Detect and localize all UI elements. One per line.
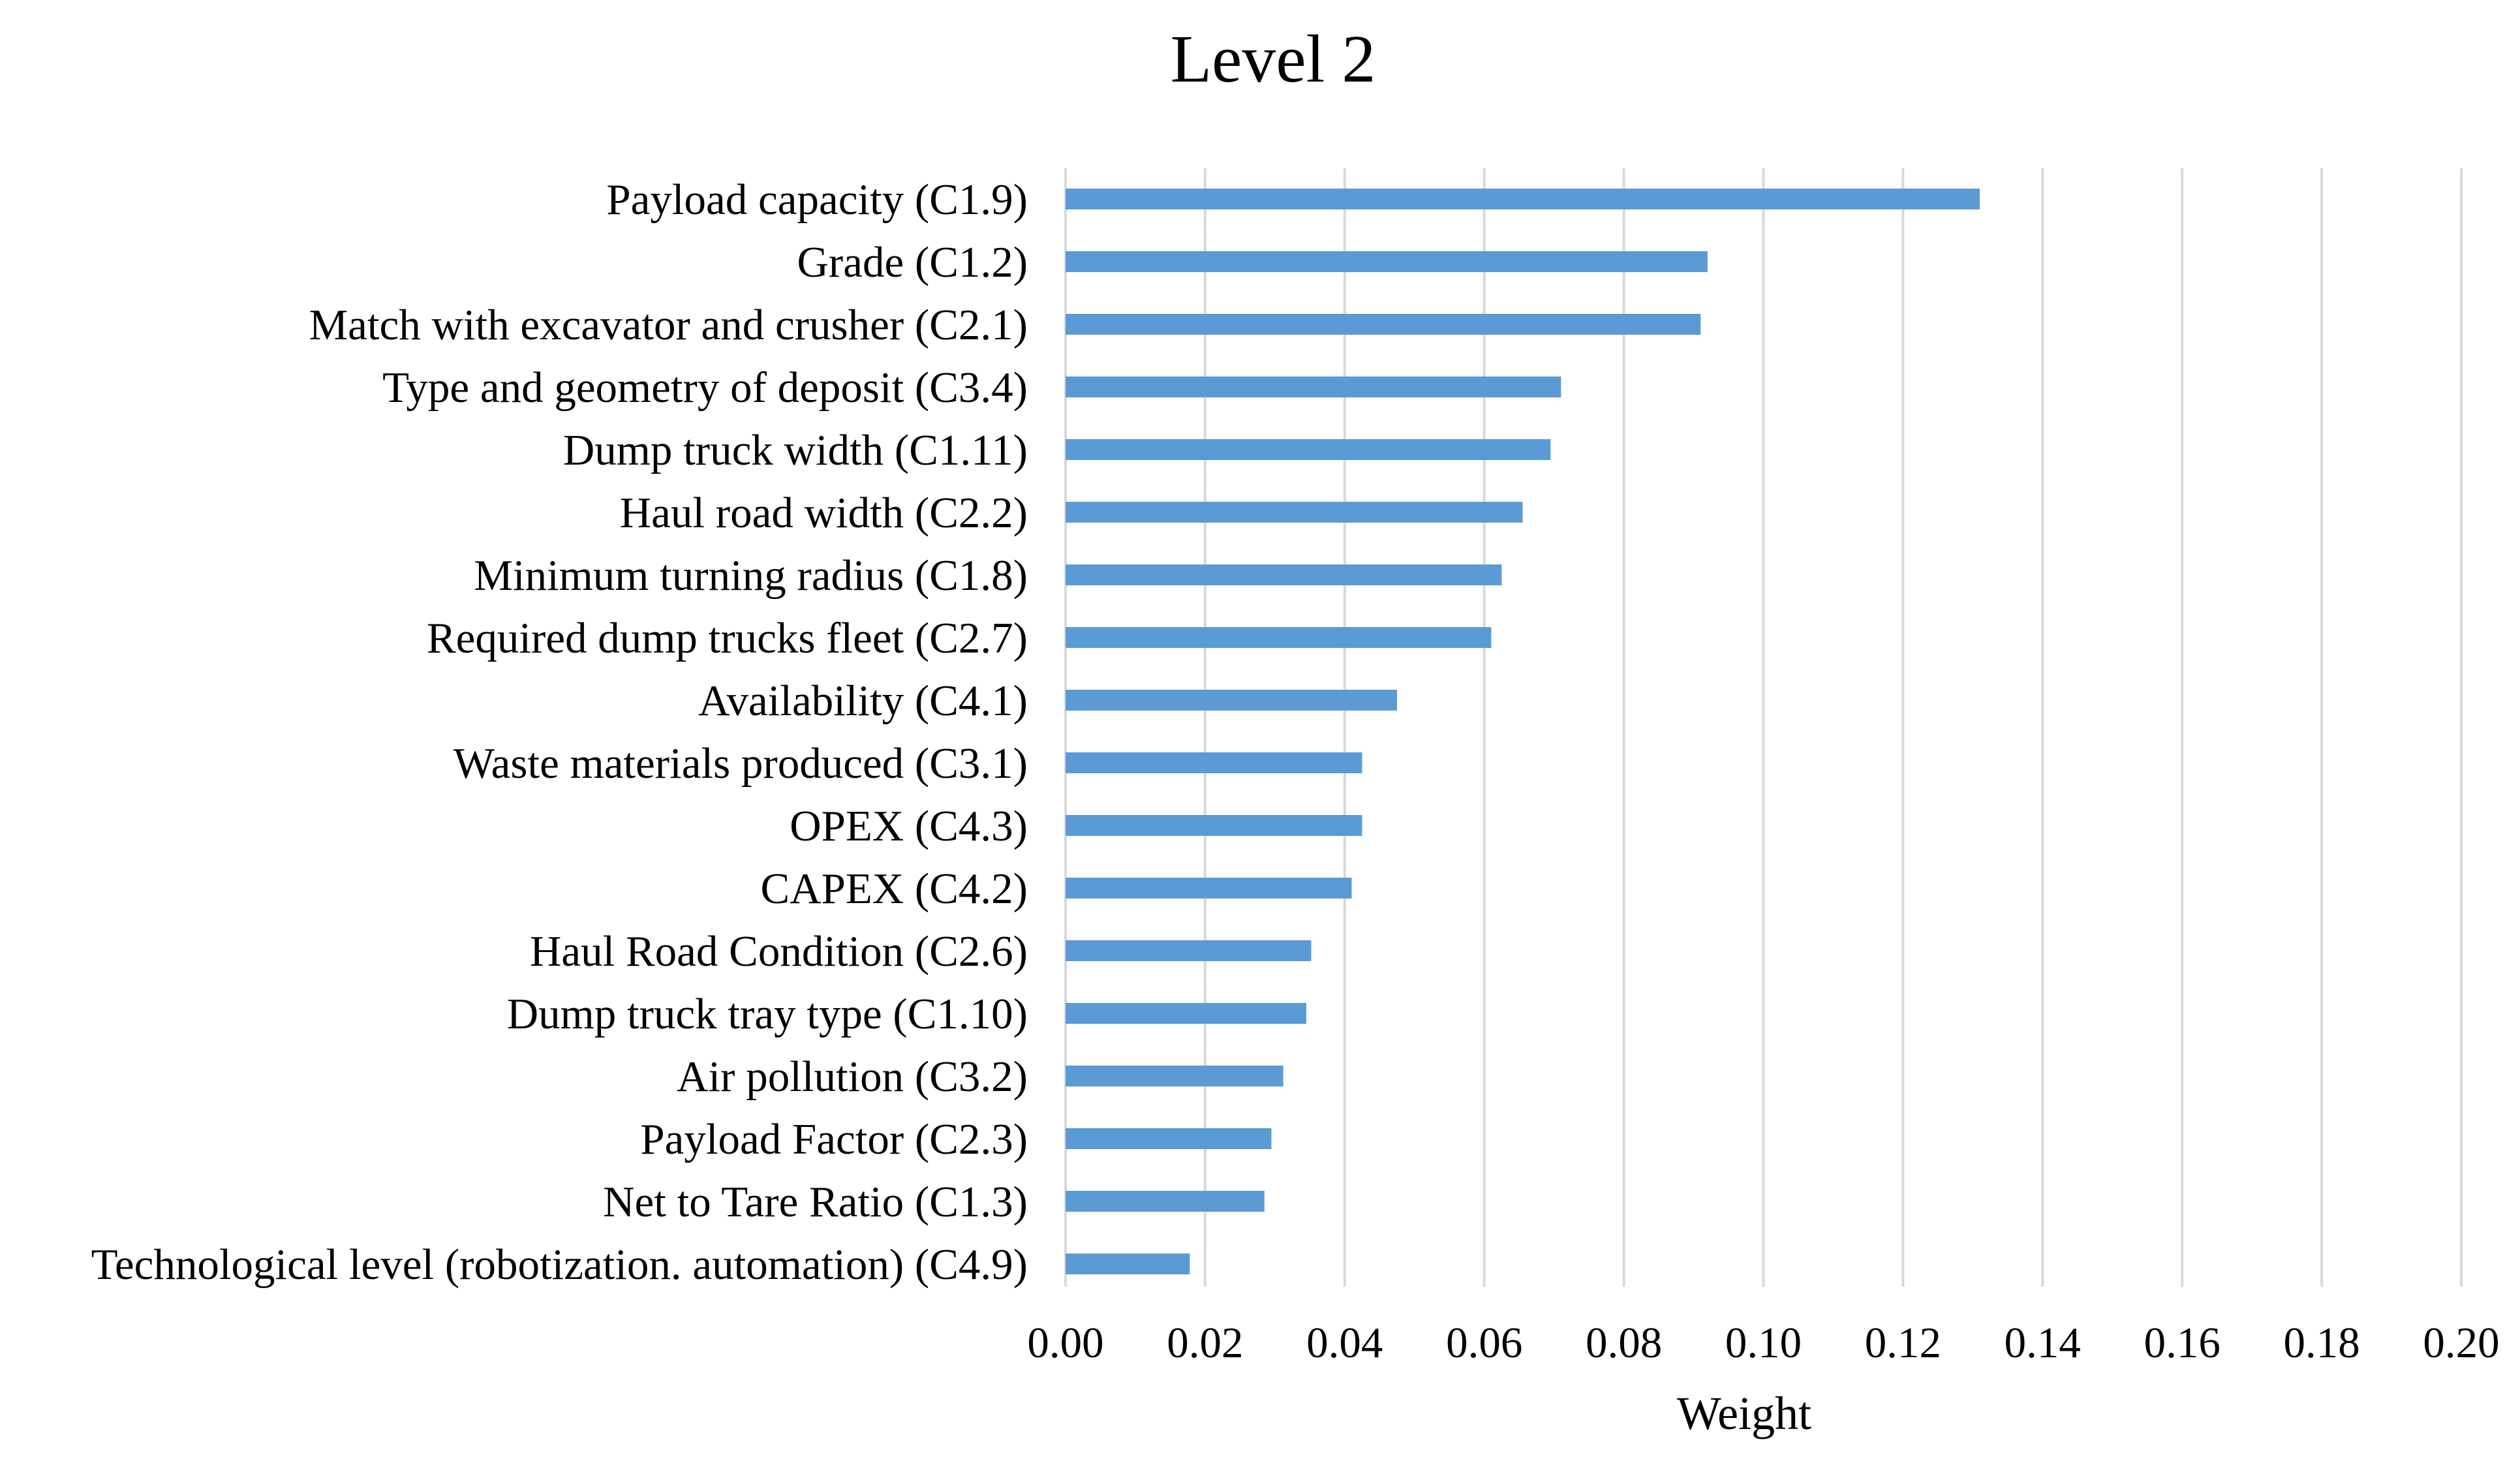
x-tick-label: 0.10 [1725, 1319, 1802, 1367]
x-axis-tick-labels: 0.00 0.02 0.04 0.06 0.08 0.10 0.12 0.14 0.16 0.18… [1027, 1319, 2499, 1367]
bar [1066, 439, 1551, 460]
bar [1066, 502, 1523, 523]
bars [1066, 189, 1980, 1274]
x-tick-label: 0.04 [1306, 1319, 1383, 1367]
category-label: Dump truck tray type (C1.10) [507, 990, 1028, 1038]
category-label: Haul Road Condition (C2.6) [530, 927, 1028, 976]
bar [1066, 940, 1312, 961]
bar [1066, 627, 1492, 648]
gridlines [1064, 168, 2463, 1287]
bar [1066, 690, 1398, 711]
chart-title: Level 2 [1171, 22, 1376, 97]
category-label: CAPEX (C4.2) [761, 865, 1028, 913]
bar [1066, 1253, 1190, 1274]
bar [1066, 752, 1362, 773]
category-label: Waste materials produced (C3.1) [453, 739, 1028, 788]
category-label: Net to Tare Ratio (C1.3) [603, 1178, 1028, 1226]
bar [1066, 1191, 1265, 1212]
category-label: Payload Factor (C2.3) [640, 1115, 1028, 1163]
category-label: Type and geometry of deposit (C3.4) [382, 363, 1028, 412]
category-label: Technological level (robotization. autom… [91, 1240, 1028, 1289]
x-tick-label: 0.02 [1167, 1319, 1243, 1367]
category-label: Grade (C1.2) [797, 238, 1028, 286]
category-label: Dump truck width (C1.11) [563, 426, 1028, 474]
x-tick-label: 0.14 [2005, 1319, 2081, 1367]
category-label: Payload capacity (C1.9) [606, 176, 1028, 224]
x-tick-label: 0.12 [1865, 1319, 1941, 1367]
bar [1066, 377, 1561, 397]
category-label: Haul road width (C2.2) [620, 489, 1028, 537]
bar [1066, 1003, 1306, 1024]
bar [1066, 564, 1502, 585]
x-tick-label: 0.20 [2423, 1319, 2499, 1367]
bar [1066, 815, 1362, 836]
category-label: Match with excavator and crusher (C2.1) [309, 301, 1028, 349]
x-tick-label: 0.08 [1586, 1319, 1662, 1367]
bar [1066, 314, 1701, 335]
category-label: OPEX (C4.3) [790, 802, 1028, 850]
category-label: Air pollution (C3.2) [677, 1053, 1028, 1101]
x-tick-label: 0.00 [1027, 1319, 1103, 1367]
bar [1066, 1128, 1272, 1149]
bar [1066, 189, 1980, 209]
x-axis-title: Weight [1677, 1387, 1811, 1439]
bar [1066, 878, 1352, 899]
x-tick-label: 0.16 [2144, 1319, 2220, 1367]
x-tick-label: 0.18 [2283, 1319, 2359, 1367]
bar [1066, 251, 1708, 272]
x-tick-label: 0.06 [1446, 1319, 1522, 1367]
category-label: Required dump trucks fleet (C2.7) [427, 614, 1028, 662]
category-label: Availability (C4.1) [698, 677, 1028, 725]
category-label: Minimum turning radius (C1.8) [474, 551, 1028, 600]
bar [1066, 1066, 1283, 1086]
category-labels: Payload capacity (C1.9) Grade (C1.2) Match… [91, 176, 1028, 1289]
